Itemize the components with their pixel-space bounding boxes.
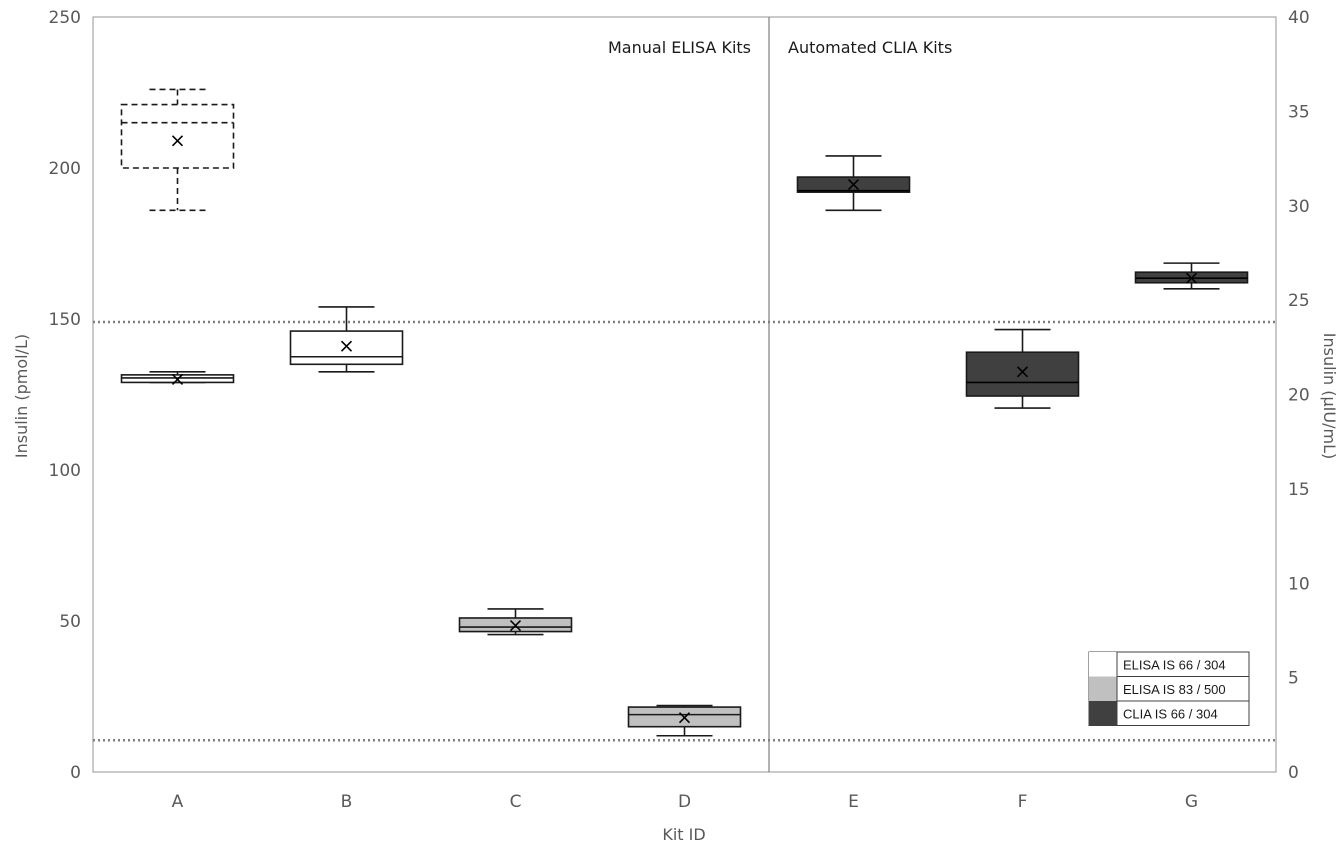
- mean-marker-b: [847, 179, 860, 191]
- y-tick-right: 40: [1288, 8, 1310, 28]
- y-tick-right: 30: [1288, 197, 1310, 217]
- y-tick-right: 20: [1288, 386, 1310, 406]
- y-tick-left: 250: [49, 8, 81, 28]
- box-a-0: [120, 88, 235, 212]
- box-e-5: [796, 155, 911, 212]
- y-tick-left: 0: [70, 763, 81, 783]
- x-tick-label: F: [1018, 792, 1028, 812]
- box-c-3: [458, 608, 573, 636]
- y-axis-title-left: Insulin (pmol/L): [12, 334, 31, 458]
- box-a-1: [120, 371, 235, 385]
- box-b-2: [289, 306, 404, 373]
- mean-marker-b: [171, 135, 184, 147]
- y-tick-left: 150: [49, 310, 81, 330]
- y-tick-left: 200: [49, 159, 81, 179]
- y-tick-right: 25: [1288, 291, 1310, 311]
- box-iqr: [965, 351, 1080, 397]
- box-f-6: [965, 328, 1080, 409]
- mean-marker-b: [340, 340, 353, 352]
- mean-marker-b: [1185, 272, 1198, 284]
- mean-marker-b: [509, 619, 522, 632]
- y-tick-right: 5: [1288, 669, 1299, 689]
- group-label-automated-clia: Automated CLIA Kits: [788, 38, 952, 57]
- legend-label: ELISA IS 66 / 304: [1123, 657, 1226, 672]
- x-tick-label: C: [510, 792, 522, 812]
- mean-marker-b: [1016, 366, 1029, 378]
- box-d-4: [627, 704, 742, 737]
- mean-marker-b: [171, 373, 184, 385]
- y-tick-left: 100: [49, 461, 81, 481]
- mean-marker-b: [678, 712, 691, 724]
- box-iqr: [289, 330, 404, 366]
- x-axis-title: Kit ID: [662, 825, 705, 844]
- legend-swatch: [1089, 701, 1117, 726]
- group-label-manual-elisa: Manual ELISA Kits: [608, 38, 751, 57]
- plot-area-border: [92, 16, 1277, 773]
- y-tick-right: 35: [1288, 102, 1310, 122]
- y-tick-right: 15: [1288, 480, 1310, 500]
- x-tick-label: B: [341, 792, 353, 812]
- y-tick-right: 10: [1288, 574, 1310, 594]
- legend-label: CLIA IS 66 / 304: [1123, 706, 1218, 721]
- x-tick-label: G: [1185, 792, 1198, 812]
- legend: ELISA IS 66 / 304 ELISA IS 83 / 500 CLIA I…: [1088, 651, 1250, 726]
- y-axis-title-right: Insulin (µIU/mL): [1320, 333, 1339, 459]
- legend-label: ELISA IS 83 / 500: [1123, 682, 1226, 697]
- x-tick-label: E: [848, 792, 859, 812]
- legend-swatch: [1089, 652, 1117, 677]
- legend-swatch: [1089, 676, 1117, 701]
- x-tick-label: D: [678, 792, 691, 812]
- box-g-7: [1134, 262, 1249, 290]
- y-tick-left: 50: [59, 612, 81, 632]
- x-tick-label: A: [172, 792, 184, 812]
- y-tick-right: 0: [1288, 763, 1299, 783]
- box-iqr: [120, 103, 235, 169]
